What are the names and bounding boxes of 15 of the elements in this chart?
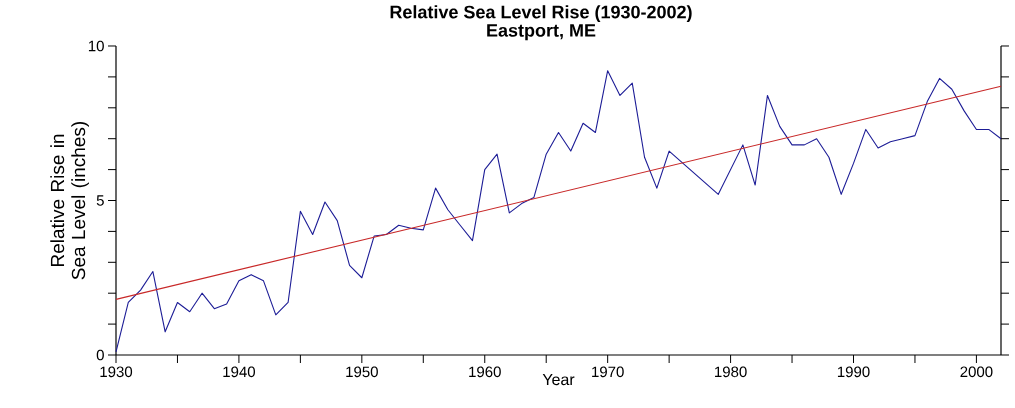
x-tick-label: 1990 bbox=[837, 366, 870, 378]
x-tick-label: 1950 bbox=[346, 366, 378, 378]
y-tick-label: 10 bbox=[88, 40, 104, 52]
x-tick-label: 1960 bbox=[469, 366, 501, 378]
x-tick-label: 1970 bbox=[592, 366, 624, 378]
y-tick-label: 5 bbox=[96, 195, 104, 206]
x-tick-label: 2000 bbox=[960, 366, 993, 378]
x-axis-title: Year bbox=[542, 373, 575, 386]
x-tick-label: 1980 bbox=[715, 366, 747, 378]
x-tick-label: 1930 bbox=[100, 366, 133, 378]
x-tick-label: 1940 bbox=[223, 366, 255, 378]
y-tick-label: 0 bbox=[96, 349, 104, 361]
chart-subtitle: Eastport, ME bbox=[487, 24, 596, 41]
y-axis-title: Relative Rise in Sea Level (inches) bbox=[50, 121, 89, 280]
chart-title: Relative Sea Level Rise (1930-2002) bbox=[390, 5, 692, 22]
